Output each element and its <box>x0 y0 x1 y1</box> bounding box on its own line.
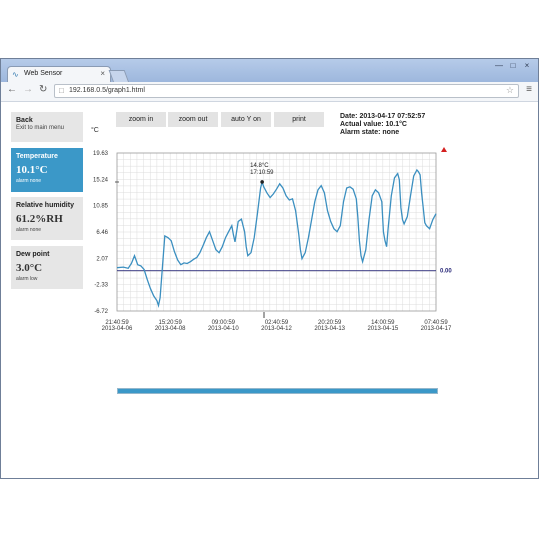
page-icon: □ <box>59 86 64 95</box>
x-tick-date: 2013-04-12 <box>261 326 292 332</box>
sidebar-item-title: Relative humidity <box>16 202 74 209</box>
sidebar-item-value: 61.2%RH <box>16 213 63 225</box>
y-tick-label: -2.33 <box>94 283 108 289</box>
maximize-icon[interactable]: □ <box>510 61 516 70</box>
sidebar-item-dew-point[interactable]: Dew point 3.0°C alarm low <box>11 246 83 289</box>
y-tick-label: 19.63 <box>93 151 109 157</box>
annotation-value: 14.8°C <box>250 163 269 169</box>
x-tick-time: 02:40:59 <box>265 320 289 326</box>
page-content: Back Exit to main menu Temperature 10.1°… <box>1 102 538 478</box>
back-title: Back <box>16 117 33 124</box>
zoom-in-button[interactable]: zoom in <box>116 112 166 127</box>
sidebar-item-alarm: alarm none <box>16 227 42 233</box>
menu-icon[interactable]: ≡ <box>526 84 532 95</box>
zoom-out-button[interactable]: zoom out <box>168 112 218 127</box>
print-button[interactable]: print <box>274 112 324 127</box>
x-tick-date: 2013-04-13 <box>314 326 345 332</box>
x-tick-time: 09:00:59 <box>212 320 236 326</box>
sidebar-item-title: Dew point <box>16 251 50 258</box>
limit-label: 0.00 <box>440 269 452 275</box>
sidebar-item-value: 3.0°C <box>16 262 43 274</box>
info-actual-value: Actual value: 10.1°C <box>340 121 407 128</box>
x-tick-date: 2013-04-15 <box>367 326 398 332</box>
back-button[interactable]: Back Exit to main menu <box>11 112 83 142</box>
y-tick-label: 10.85 <box>93 204 109 210</box>
y-axis-ticks: 19.63 15.24 10.85 6.46 2.07 -2.33 -6.72 <box>93 151 109 315</box>
x-tick-time: 21:40:59 <box>105 320 129 326</box>
title-bar: ∿ Web Sensor × — □ × <box>1 59 538 83</box>
x-tick-date: 2013-04-08 <box>155 326 186 332</box>
url-text[interactable]: 192.168.0.5/graph1.html <box>69 87 145 94</box>
y-tick-label: -6.72 <box>94 309 108 315</box>
x-tick-time: 07:40:59 <box>424 320 448 326</box>
alarm-marker-icon <box>441 147 447 152</box>
info-date: Date: 2013-04-17 07:52:57 <box>340 113 426 120</box>
x-tick-date: 2013-04-06 <box>102 326 133 332</box>
temperature-series-line <box>116 168 437 309</box>
back-subtitle: Exit to main menu <box>16 125 65 131</box>
info-alarm-state: Alarm state: none <box>340 129 400 136</box>
browser-window: ∿ Web Sensor × — □ × ← → ↻ □ 192.168.0.5… <box>0 58 539 479</box>
close-window-icon[interactable]: × <box>524 61 530 70</box>
browser-toolbar: ← → ↻ □ 192.168.0.5/graph1.html ☆ ≡ <box>1 82 538 102</box>
sidebar-item-title: Temperature <box>16 153 58 160</box>
annotation-time: 17:10:59 <box>250 170 274 176</box>
chart-scrollbar[interactable] <box>117 388 438 394</box>
auto-y-button[interactable]: auto Y on <box>221 112 271 127</box>
back-arrow-icon[interactable]: ← <box>7 84 17 95</box>
annotation-marker <box>260 180 264 184</box>
sidebar-item-alarm: alarm low <box>16 276 38 282</box>
bookmark-star-icon[interactable]: ☆ <box>505 85 514 95</box>
x-tick-date: 2013-04-17 <box>421 326 452 332</box>
sidebar-item-alarm: alarm none <box>16 178 42 184</box>
sensor-favicon-icon: ∿ <box>12 70 19 79</box>
forward-arrow-icon[interactable]: → <box>23 84 33 95</box>
x-tick-time: 15:20:59 <box>158 320 182 326</box>
y-axis-unit: °C <box>91 126 99 134</box>
sidebar-item-relative-humidity[interactable]: Relative humidity 61.2%RH alarm none <box>11 197 83 240</box>
y-tick-label: 6.46 <box>96 230 108 236</box>
close-tab-icon[interactable]: × <box>100 69 105 78</box>
browser-tab[interactable]: ∿ Web Sensor × <box>7 66 111 82</box>
x-tick-time: 20:20:59 <box>318 320 342 326</box>
x-tick-date: 2013-04-10 <box>208 326 239 332</box>
temperature-chart: °C 19.63 15.24 10.85 6.46 2.07 -2.33 -6.72 21:… <box>91 126 452 332</box>
minimize-icon[interactable]: — <box>495 61 503 70</box>
sidebar-item-temperature[interactable]: Temperature 10.1°C alarm none <box>11 148 83 192</box>
sidebar-item-value: 10.1°C <box>16 164 48 176</box>
y-tick-label: 2.07 <box>96 256 108 262</box>
y-tick-label: 15.24 <box>93 177 109 183</box>
x-tick-time: 14:00:59 <box>371 320 395 326</box>
reload-icon[interactable]: ↻ <box>39 84 48 95</box>
address-bar[interactable]: □ 192.168.0.5/graph1.html ☆ <box>54 84 519 98</box>
tab-title: Web Sensor <box>24 70 63 77</box>
plot-frame <box>116 152 437 312</box>
